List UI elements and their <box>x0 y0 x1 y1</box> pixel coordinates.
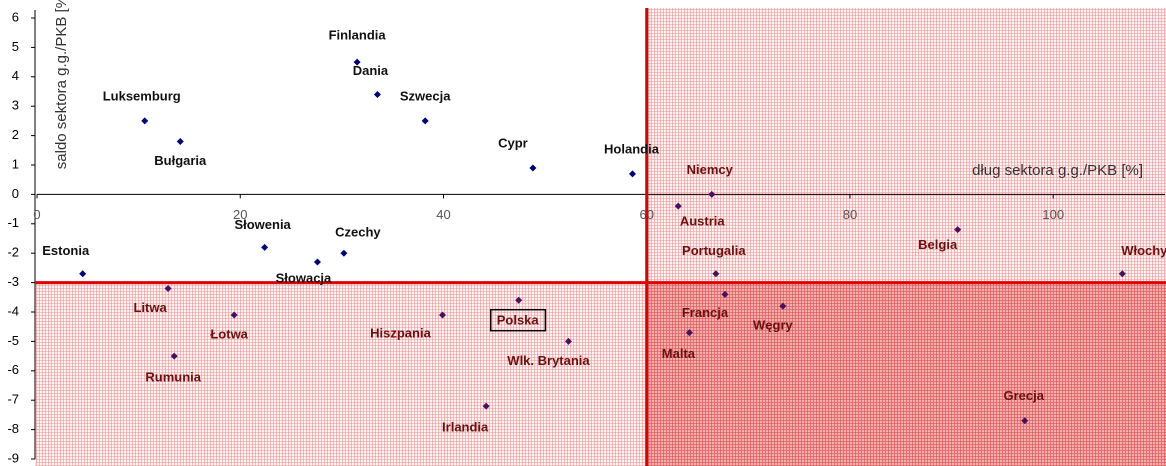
x-tick-label: 80 <box>843 207 857 222</box>
shade-region <box>646 8 1166 283</box>
point-label: Węgry <box>753 318 794 333</box>
point-label: Malta <box>662 346 696 361</box>
point-label: Cypr <box>498 135 528 150</box>
y-tick-label: -4 <box>7 303 19 318</box>
y-tick-label: -6 <box>7 362 19 377</box>
point-label: Austria <box>680 214 726 229</box>
x-tick-label: 20 <box>233 207 247 222</box>
y-tick-label: 6 <box>12 9 19 24</box>
point <box>340 249 348 257</box>
highlight-box <box>489 308 547 332</box>
point <box>176 137 184 145</box>
y-tick-label: 4 <box>12 68 19 83</box>
point-label: Finlandia <box>329 28 387 43</box>
shade-region <box>646 282 1166 466</box>
y-tick-label: 1 <box>12 156 19 171</box>
point <box>482 402 490 410</box>
point-label: Wlk. Brytania <box>507 353 590 368</box>
point <box>564 337 572 345</box>
point <box>141 117 149 125</box>
point <box>685 329 693 337</box>
point-label: Belgia <box>918 237 958 252</box>
point <box>79 270 87 278</box>
y-tick-label: 5 <box>12 39 19 54</box>
point-label: Słowacja <box>276 270 332 285</box>
point-label: Włochy <box>1121 243 1166 258</box>
point <box>313 258 321 266</box>
point-label: Irlandia <box>442 420 489 435</box>
y-tick-label: -2 <box>7 245 19 260</box>
point-label: Litwa <box>133 300 167 315</box>
point-label: Holandia <box>604 141 660 156</box>
point <box>373 90 381 98</box>
point-label: Rumunia <box>145 370 201 385</box>
point <box>708 190 716 198</box>
point-label: Bułgaria <box>154 153 207 168</box>
point-label: Hiszpania <box>370 325 431 340</box>
point-label: Niemcy <box>687 162 734 177</box>
point <box>779 302 787 310</box>
y-tick-label: 2 <box>12 127 19 142</box>
y-tick-label: -1 <box>7 215 19 230</box>
y-tick-label: -9 <box>7 450 19 465</box>
point <box>261 243 269 251</box>
point <box>170 352 178 360</box>
point <box>353 58 361 66</box>
point-label: Czechy <box>335 225 381 240</box>
point-label: Dania <box>353 63 389 78</box>
point-label: Portugalia <box>682 243 746 258</box>
y-tick-label: -7 <box>7 392 19 407</box>
x-tick-label: 100 <box>1042 207 1064 222</box>
point-label: Francja <box>682 305 729 320</box>
point <box>721 290 729 298</box>
x-tick-label: 0 <box>33 207 40 222</box>
point <box>529 164 537 172</box>
point <box>1118 270 1126 278</box>
point <box>629 170 637 178</box>
point <box>438 311 446 319</box>
y-tick-label: -5 <box>7 333 19 348</box>
x-tick-label: 40 <box>436 207 450 222</box>
point-label: Estonia <box>42 243 90 258</box>
point <box>515 296 523 304</box>
point-label: Szwecja <box>400 88 451 103</box>
y-tick-label: 0 <box>12 186 19 201</box>
point <box>1021 417 1029 425</box>
y-tick-label: 3 <box>12 98 19 113</box>
point-label: Łotwa <box>210 326 248 341</box>
point <box>164 284 172 292</box>
point <box>954 226 962 234</box>
y-tick-label: -3 <box>7 274 19 289</box>
point-label: Polska <box>497 313 540 328</box>
y-axis-title: saldo sektora g.g./PKB [%] <box>53 0 70 169</box>
shade-region <box>35 282 647 466</box>
point-label: Luksemburg <box>103 88 181 103</box>
point-label: Grecja <box>1004 388 1045 403</box>
point <box>421 117 429 125</box>
x-axis-title: dług sektora g.g./PKB [%] <box>972 162 1143 179</box>
point <box>230 311 238 319</box>
point-label: Słowenia <box>234 217 291 232</box>
point <box>712 270 720 278</box>
y-tick-label: -8 <box>7 421 19 436</box>
point <box>674 202 682 210</box>
